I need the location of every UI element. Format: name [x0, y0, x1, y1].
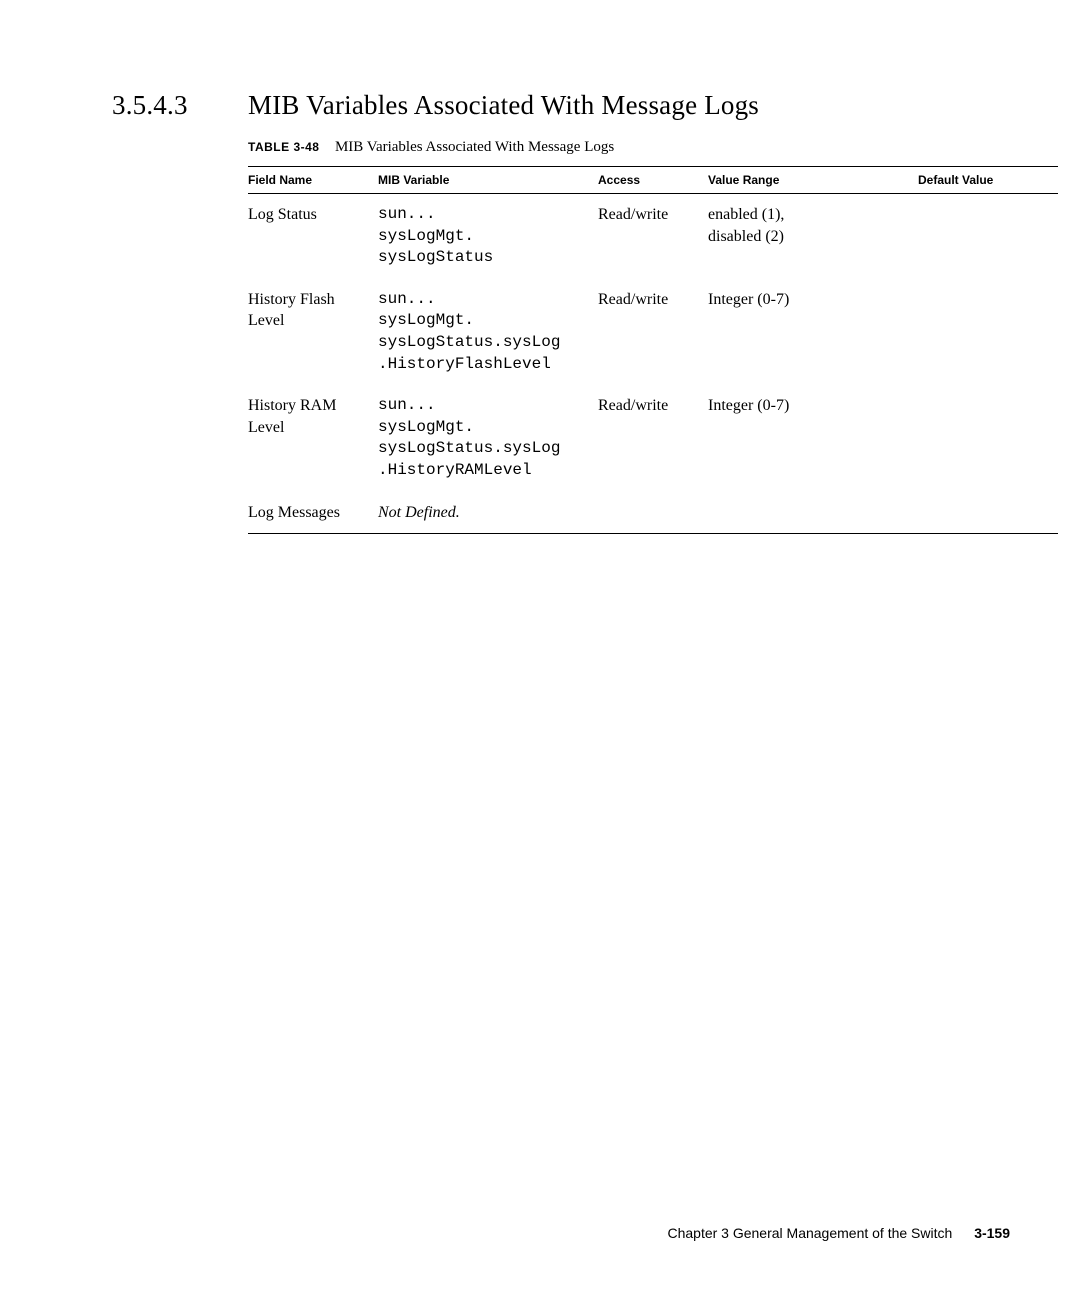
cell-default-value — [918, 194, 1058, 279]
cell-mib-variable: sun... sysLogMgt. sysLogStatus.sysLog .H… — [378, 385, 598, 491]
table-caption: TABLE 3-48 MIB Variables Associated With… — [248, 139, 1010, 156]
cell-field-name: History Flash Level — [248, 279, 378, 385]
table-body: Log Statussun... sysLogMgt. sysLogStatus… — [248, 194, 1058, 534]
cell-access — [598, 492, 708, 534]
cell-access: Read/write — [598, 385, 708, 491]
cell-value-range — [708, 492, 918, 534]
table-caption-text: MIB Variables Associated With Message Lo… — [335, 139, 614, 155]
cell-field-name: Log Status — [248, 194, 378, 279]
cell-default-value — [918, 385, 1058, 491]
table-label: TABLE 3-48 — [248, 140, 319, 154]
col-mib-variable: MIB Variable — [378, 167, 598, 194]
col-access: Access — [598, 167, 708, 194]
table-row: Log Statussun... sysLogMgt. sysLogStatus… — [248, 194, 1058, 279]
cell-mib-variable: sun... sysLogMgt. sysLogStatus.sysLog .H… — [378, 279, 598, 385]
cell-mib-variable: sun... sysLogMgt. sysLogStatus — [378, 194, 598, 279]
cell-mib-variable: Not Defined. — [378, 492, 598, 534]
col-value-range: Value Range — [708, 167, 918, 194]
section-title: MIB Variables Associated With Message Lo… — [248, 90, 759, 121]
col-default-value: Default Value — [918, 167, 1058, 194]
footer-page-number: 3-159 — [974, 1225, 1010, 1241]
page-footer: Chapter 3 General Management of the Swit… — [667, 1225, 1010, 1241]
cell-default-value — [918, 492, 1058, 534]
col-field-name: Field Name — [248, 167, 378, 194]
cell-value-range: enabled (1), disabled (2) — [708, 194, 918, 279]
table-row: Log MessagesNot Defined. — [248, 492, 1058, 534]
section-number: 3.5.4.3 — [112, 90, 248, 121]
cell-field-name: History RAM Level — [248, 385, 378, 491]
table-header: Field Name MIB Variable Access Value Ran… — [248, 167, 1058, 194]
cell-value-range: Integer (0-7) — [708, 279, 918, 385]
cell-value-range: Integer (0-7) — [708, 385, 918, 491]
cell-field-name: Log Messages — [248, 492, 378, 534]
mib-table: Field Name MIB Variable Access Value Ran… — [248, 166, 1058, 534]
cell-access: Read/write — [598, 279, 708, 385]
table-row: History RAM Levelsun... sysLogMgt. sysLo… — [248, 385, 1058, 491]
cell-default-value — [918, 279, 1058, 385]
cell-access: Read/write — [598, 194, 708, 279]
page: 3.5.4.3 MIB Variables Associated With Me… — [0, 0, 1080, 1296]
table-row: History Flash Levelsun... sysLogMgt. sys… — [248, 279, 1058, 385]
footer-chapter: Chapter 3 General Management of the Swit… — [667, 1225, 952, 1241]
section-heading: 3.5.4.3 MIB Variables Associated With Me… — [112, 90, 1010, 121]
